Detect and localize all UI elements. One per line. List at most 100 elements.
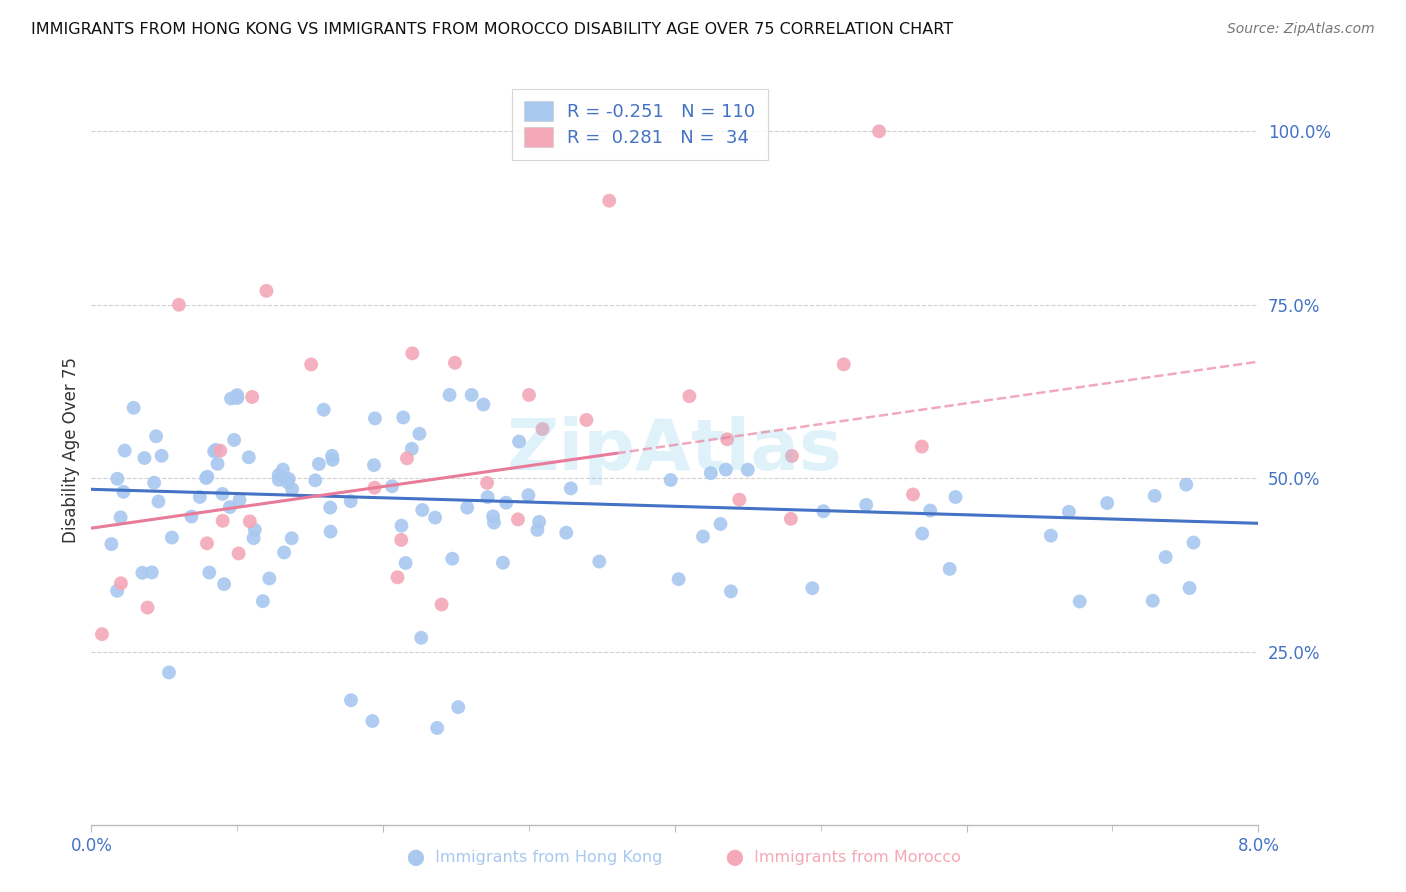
Point xyxy=(218,500,240,515)
Point xyxy=(411,631,433,645)
Point xyxy=(441,551,464,566)
Point xyxy=(141,566,163,580)
Point xyxy=(312,402,335,417)
Point xyxy=(472,398,495,412)
Point xyxy=(271,462,294,476)
Point xyxy=(110,510,132,524)
Point xyxy=(122,401,145,415)
Point xyxy=(131,566,153,580)
Point xyxy=(575,413,598,427)
Point xyxy=(439,388,461,402)
Point xyxy=(855,498,877,512)
Point xyxy=(304,473,326,487)
Point xyxy=(659,473,682,487)
Point xyxy=(720,584,742,599)
Point xyxy=(143,475,166,490)
Point xyxy=(259,571,281,585)
Point xyxy=(391,518,413,533)
Point xyxy=(209,443,232,458)
Point xyxy=(482,509,505,524)
Point xyxy=(1057,505,1080,519)
Point xyxy=(779,512,801,526)
Point xyxy=(308,457,330,471)
Point xyxy=(243,523,266,537)
Point xyxy=(204,442,226,457)
Point xyxy=(460,388,482,402)
Point xyxy=(527,515,550,529)
Point xyxy=(267,468,290,483)
Point xyxy=(868,124,890,138)
Point xyxy=(945,490,967,504)
Point xyxy=(560,482,582,496)
Point xyxy=(240,390,263,404)
Point xyxy=(555,525,578,540)
Text: IMMIGRANTS FROM HONG KONG VS IMMIGRANTS FROM MOROCCO DISABILITY AGE OVER 75 CORR: IMMIGRANTS FROM HONG KONG VS IMMIGRANTS … xyxy=(31,22,953,37)
Point xyxy=(319,500,342,515)
Point xyxy=(401,442,423,456)
Point xyxy=(256,284,278,298)
Point xyxy=(136,600,159,615)
Point xyxy=(150,449,173,463)
Point xyxy=(901,487,924,501)
Point xyxy=(228,492,250,507)
Point xyxy=(531,422,554,436)
Point xyxy=(226,391,249,405)
Point xyxy=(444,356,467,370)
Point xyxy=(134,450,156,465)
Point xyxy=(395,451,418,466)
Point xyxy=(506,512,529,526)
Point xyxy=(148,494,170,508)
Point xyxy=(517,488,540,502)
Point xyxy=(110,576,132,591)
Point xyxy=(1178,581,1201,595)
Legend: R = -0.251   N = 110, R =  0.281   N =  34: R = -0.251 N = 110, R = 0.281 N = 34 xyxy=(512,88,768,160)
Point xyxy=(207,457,229,471)
Point xyxy=(363,481,385,495)
Point xyxy=(426,721,449,735)
Point xyxy=(700,466,723,480)
Point xyxy=(716,432,738,446)
Point xyxy=(456,500,478,515)
Point xyxy=(728,492,751,507)
Point xyxy=(477,490,499,504)
Point xyxy=(1143,489,1166,503)
Point xyxy=(361,714,384,728)
Point xyxy=(280,531,302,545)
Point xyxy=(737,463,759,477)
Point xyxy=(714,462,737,476)
Point xyxy=(832,357,855,371)
Point xyxy=(1175,477,1198,491)
Point xyxy=(920,503,942,517)
Point xyxy=(709,516,731,531)
Point xyxy=(160,531,183,545)
Point xyxy=(363,458,385,472)
Point xyxy=(239,514,262,528)
Point xyxy=(167,298,190,312)
Point xyxy=(401,346,423,360)
Point xyxy=(277,475,299,490)
Point xyxy=(508,434,530,449)
Point xyxy=(112,484,135,499)
Point xyxy=(394,556,416,570)
Point xyxy=(195,536,218,550)
Point xyxy=(211,514,233,528)
Point xyxy=(340,693,363,707)
Point xyxy=(197,469,219,483)
Point xyxy=(801,581,824,595)
Point xyxy=(598,194,620,208)
Point xyxy=(252,594,274,608)
Point xyxy=(678,389,700,403)
Point xyxy=(322,453,344,467)
Point xyxy=(1182,535,1205,549)
Point xyxy=(381,479,404,493)
Point xyxy=(212,577,235,591)
Point xyxy=(692,530,714,544)
Point xyxy=(273,545,295,559)
Point xyxy=(267,473,290,487)
Point xyxy=(411,503,433,517)
Point xyxy=(91,627,114,641)
Point xyxy=(224,433,246,447)
Point xyxy=(1095,496,1118,510)
Point xyxy=(364,411,387,425)
Point xyxy=(188,490,211,504)
